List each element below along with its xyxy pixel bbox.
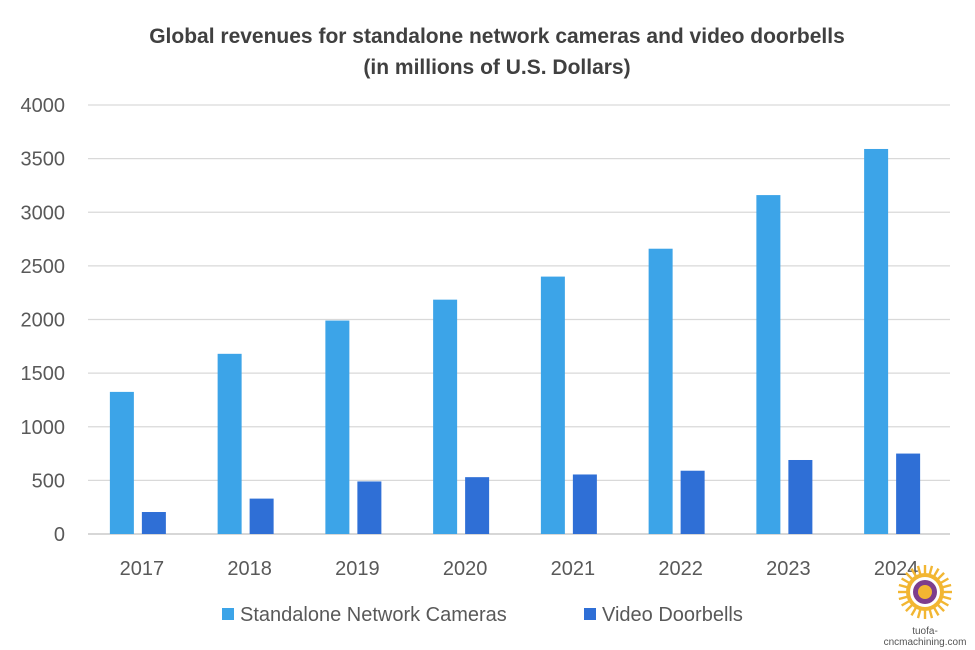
x-tick-label: 2021: [551, 558, 596, 580]
watermark-text: tuofa-cncmachining.com: [883, 626, 967, 648]
bar-video-doorbells-2022: [680, 470, 705, 534]
chart-title: Global revenues for standalone network c…: [149, 25, 845, 48]
x-tick-label: 2017: [120, 558, 165, 580]
x-axis-ticks: 2017 2018 2019 2020 2021 2022 2023 2024: [120, 558, 919, 580]
bar-video-doorbells-2024: [896, 453, 921, 534]
legend-swatch: [222, 608, 234, 620]
x-tick-label: 2022: [658, 558, 703, 580]
y-tick-label: 2000: [21, 310, 66, 332]
y-tick-label: 0: [54, 524, 65, 546]
bar-network-cameras-2019: [325, 320, 350, 534]
sun-logo-icon: [898, 565, 952, 619]
bar-network-cameras-2021: [540, 276, 565, 534]
legend-label: Video Doorbells: [602, 604, 743, 626]
legend-label: Standalone Network Cameras: [240, 604, 507, 626]
bar-video-doorbells-2020: [465, 477, 490, 534]
y-tick-label: 4000: [21, 95, 66, 117]
bar-video-doorbells-2023: [788, 459, 813, 534]
x-tick-label: 2023: [766, 558, 811, 580]
bar-video-doorbells-2017: [141, 512, 166, 534]
bar-network-cameras-2023: [756, 195, 781, 534]
bar-network-cameras-2024: [864, 148, 889, 534]
y-tick-label: 1500: [21, 363, 66, 385]
x-tick-label: 2019: [335, 558, 380, 580]
chart-subtitle: (in millions of U.S. Dollars): [363, 56, 630, 79]
watermark: tuofa-cncmachining.com: [879, 564, 971, 648]
bars: [109, 148, 921, 534]
y-tick-label: 1000: [21, 417, 66, 439]
y-tick-label: 3500: [21, 149, 66, 171]
bar-network-cameras-2017: [109, 391, 134, 534]
y-axis-ticks: 0 500 1000 1500 2000 2500 3000 3500 4000: [21, 95, 66, 546]
x-tick-label: 2020: [443, 558, 488, 580]
y-tick-label: 2500: [21, 256, 66, 278]
bar-network-cameras-2020: [433, 299, 458, 534]
y-tick-label: 500: [32, 470, 65, 492]
bar-video-doorbells-2021: [572, 474, 597, 534]
bar-network-cameras-2022: [648, 248, 673, 534]
gridlines: [88, 104, 950, 535]
bar-network-cameras-2018: [217, 353, 242, 534]
bar-video-doorbells-2019: [357, 481, 382, 534]
bar-video-doorbells-2018: [249, 498, 274, 534]
legend-swatch: [584, 608, 596, 620]
y-tick-label: 3000: [21, 202, 66, 224]
x-tick-label: 2018: [227, 558, 272, 580]
legend: Standalone Network Cameras Video Doorbell…: [222, 604, 743, 626]
